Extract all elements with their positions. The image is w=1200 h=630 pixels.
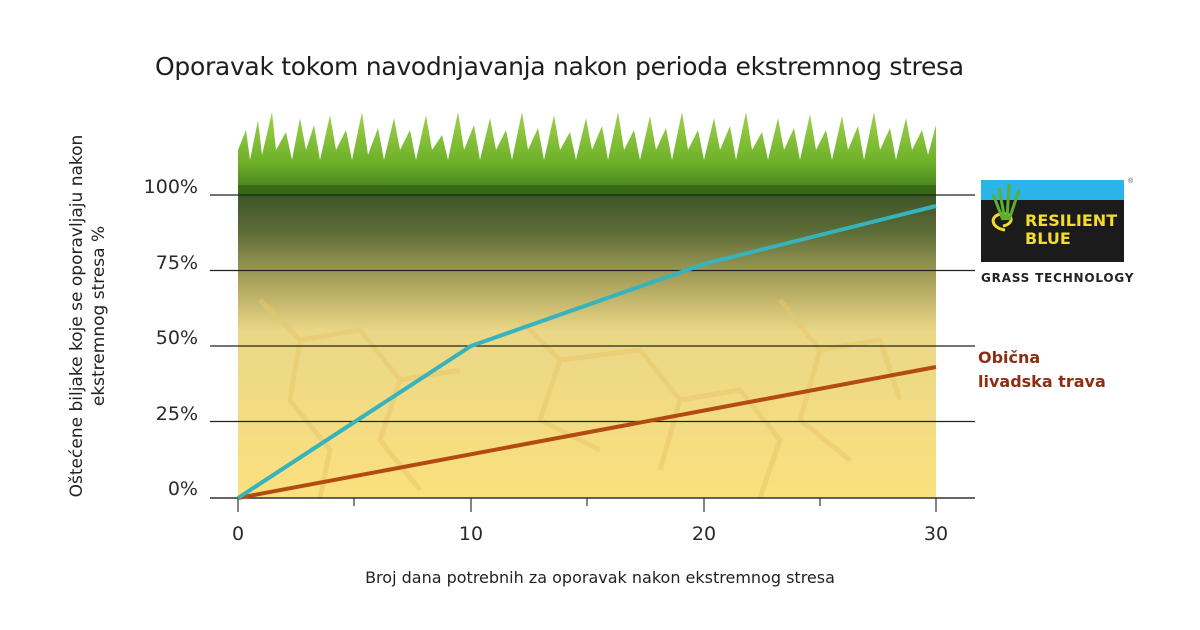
- y-tick-25: 25%: [155, 403, 198, 425]
- logo-brand-line2: BLUE: [1025, 229, 1071, 248]
- y-tick-0: 0%: [167, 478, 198, 500]
- y-tick-50: 50%: [155, 327, 198, 349]
- series-resilient-blue-line: [236, 204, 937, 500]
- grass-swirl-icon: [991, 183, 1021, 232]
- x-axis-ticks: [237, 498, 937, 512]
- registered-mark: ®: [1128, 178, 1134, 185]
- gridlines: [210, 194, 975, 423]
- y-tick-100: 100%: [143, 176, 198, 198]
- resilient-blue-logo: RESILIENT BLUE: [981, 180, 1124, 262]
- y-tick-75: 75%: [155, 252, 198, 274]
- legend-common-line2: livadska trava: [978, 372, 1106, 391]
- legend-common-line1: Obična: [978, 348, 1041, 367]
- grass-decoration: [238, 112, 936, 195]
- logo-subtitle: GRASS TECHNOLOGY: [981, 271, 1135, 285]
- legend-common-grass: Obična livadska trava: [978, 346, 1106, 394]
- x-axis-label: Broj dana potrebnih za oporavak nakon ek…: [365, 568, 835, 587]
- series-common-grass-line: [237, 365, 937, 500]
- chart-title: Oporavak tokom navodnjavanja nakon perio…: [155, 52, 964, 81]
- logo-brand-line1: RESILIENT: [1025, 211, 1118, 230]
- x-tick-20: 20: [691, 523, 717, 545]
- x-tick-0: 0: [231, 523, 245, 545]
- x-tick-10: 10: [458, 523, 484, 545]
- x-tick-30: 30: [923, 523, 949, 545]
